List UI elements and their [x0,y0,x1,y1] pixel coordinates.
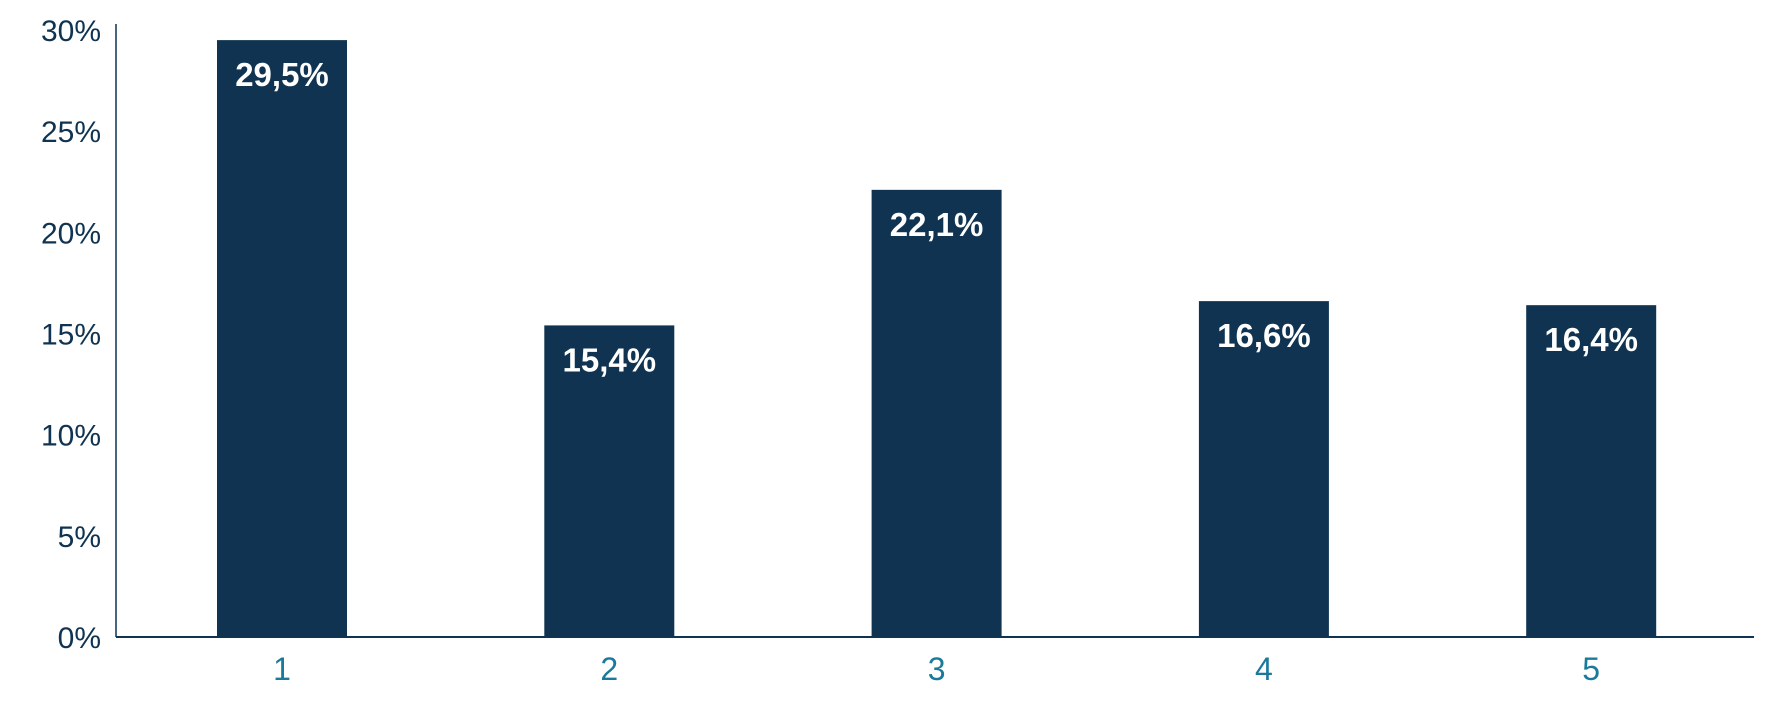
x-tick-label: 1 [273,651,291,687]
bar-value-label: 29,5% [235,56,329,93]
bar [1198,301,1329,637]
y-tick-label: 25% [41,116,101,149]
y-axis-ticks: 0% 5% 10% 15% 20% 25% 30% [41,15,101,655]
bar-value-label: 15,4% [563,341,657,378]
bar [217,40,347,638]
y-tick-label: 20% [41,217,101,250]
bar-value-label: 16,4% [1544,321,1638,358]
y-tick-label: 30% [41,15,101,48]
bar-series [217,40,1657,638]
bar [1526,305,1657,637]
bar-value-label: 16,6% [1217,317,1311,354]
y-tick-label: 5% [58,521,101,554]
x-tick-label: 3 [928,651,946,687]
bar [871,189,1002,638]
x-tick-label: 2 [600,651,618,687]
y-tick-label: 15% [41,319,101,352]
bar [544,325,675,637]
x-tick-label: 4 [1255,651,1273,687]
x-tick-label: 5 [1582,651,1600,687]
y-tick-label: 10% [41,420,101,453]
y-tick-label: 0% [58,622,101,655]
x-axis-ticks: 1 2 3 4 5 [273,651,1600,687]
bar-value-label: 22,1% [890,206,984,243]
bar-data-labels: 29,5% 15,4% 22,1% 16,6% 16,4% [235,56,1638,378]
